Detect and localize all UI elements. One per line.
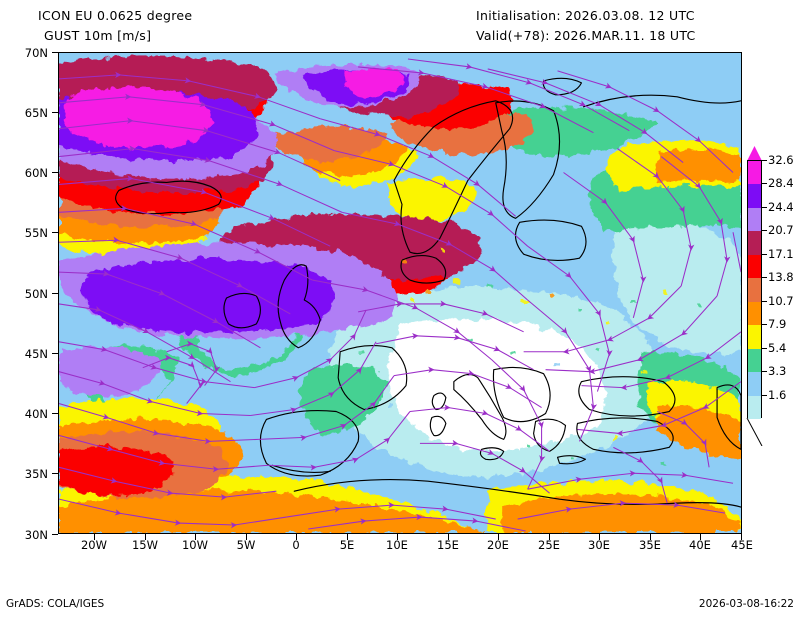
y-axis-tick-mark <box>52 534 58 535</box>
colorbar <box>747 160 762 419</box>
y-axis-tick-mark <box>52 413 58 414</box>
variable-title: GUST 10m [m/s] <box>44 28 152 43</box>
colorbar-tick-label: 20.7 <box>768 223 794 238</box>
x-axis-tick-mark <box>397 534 398 540</box>
colorbar-swatch <box>748 161 761 185</box>
x-axis-tick-label: 10E <box>386 538 408 552</box>
valid-time-label: Valid(+78): 2026.MAR.11. 18 UTC <box>476 28 696 43</box>
colorbar-tick-mark <box>762 324 767 326</box>
x-axis-tick-mark <box>498 534 499 540</box>
x-axis-tick-mark <box>246 534 247 540</box>
y-axis-tick-mark <box>52 172 58 173</box>
x-axis-tick-label: 15E <box>437 538 459 552</box>
y-axis-tick-label: 40N <box>24 407 48 421</box>
y-axis-tick-mark <box>52 52 58 53</box>
initialisation-label: Initialisation: 2026.03.08. 12 UTC <box>476 8 695 23</box>
colorbar-swatch <box>748 254 761 279</box>
colorbar-tick-label: 28.4 <box>768 176 794 191</box>
gust-field-map <box>59 53 741 533</box>
colorbar-tick-label: 13.8 <box>768 270 794 285</box>
x-axis-tick-label: 45E <box>731 538 753 552</box>
footer-timestamp: 2026-03-08-16:22 <box>698 598 794 610</box>
x-axis-tick-mark <box>650 534 651 540</box>
colorbar-tick-mark <box>762 347 767 349</box>
y-axis-tick-mark <box>52 473 58 474</box>
colorbar-swatch <box>748 231 761 255</box>
y-axis-tick-mark <box>52 232 58 233</box>
model-title: ICON EU 0.0625 degree <box>38 8 193 23</box>
x-axis-tick-label: 20E <box>487 538 509 552</box>
colorbar-tick-label: 7.9 <box>768 317 787 332</box>
x-axis-tick-mark <box>448 534 449 540</box>
y-axis-tick-label: 50N <box>24 287 48 301</box>
colorbar-swatch <box>748 301 761 326</box>
x-axis-tick-label: 30E <box>588 538 610 552</box>
colorbar-tick-mark <box>762 160 767 161</box>
y-axis-tick-label: 70N <box>24 46 48 60</box>
y-axis-tick-mark <box>52 353 58 354</box>
x-axis-tick-label: 0 <box>292 538 300 552</box>
colorbar-tick-mark <box>762 183 767 185</box>
colorbar-swatch <box>748 395 761 419</box>
y-axis-tick-mark <box>52 293 58 294</box>
x-axis-tick-mark <box>347 534 348 540</box>
colorbar-tick-label: 17.1 <box>768 246 794 261</box>
x-axis-tick-mark <box>195 534 196 540</box>
colorbar-tick-mark <box>762 253 767 255</box>
colorbar-tick-label: 10.7 <box>768 293 794 308</box>
x-axis-tick-label: 15W <box>131 538 159 552</box>
colorbar-swatch <box>748 184 761 208</box>
footer-credit: GrADS: COLA/IGES <box>6 598 105 610</box>
y-axis-tick-mark <box>52 112 58 113</box>
colorbar-underflow-wedge <box>746 418 763 446</box>
colorbar-tick-label: 32.6 <box>768 153 794 167</box>
y-axis-tick-label: 30N <box>24 528 48 542</box>
x-axis-tick-label: 10W <box>181 538 209 552</box>
colorbar-tick-label: 1.6 <box>768 387 787 402</box>
colorbar-swatch <box>748 325 761 349</box>
x-axis-tick-label: 25E <box>538 538 560 552</box>
y-axis-tick-label: 35N <box>24 467 48 481</box>
colorbar-tick-label: 5.4 <box>768 340 787 355</box>
colorbar-swatch <box>748 278 761 302</box>
x-axis-tick-mark <box>145 534 146 540</box>
x-axis-tick-label: 40E <box>689 538 711 552</box>
colorbar-swatch <box>748 348 761 373</box>
y-axis-tick-label: 60N <box>24 166 48 180</box>
colorbar-swatch <box>748 207 761 232</box>
colorbar-swatch <box>748 372 761 396</box>
x-axis-tick-mark <box>549 534 550 540</box>
colorbar-tick-mark <box>762 206 767 208</box>
x-axis-tick-mark <box>599 534 600 540</box>
map-plot-area[interactable] <box>58 52 742 534</box>
x-axis-tick-mark <box>94 534 95 540</box>
y-axis-tick-label: 45N <box>24 347 48 361</box>
y-axis-tick-label: 55N <box>24 226 48 240</box>
x-axis-tick-label: 5W <box>236 538 256 552</box>
x-axis-tick-label: 5E <box>339 538 355 552</box>
colorbar-overflow-arrow <box>747 146 762 161</box>
y-axis-tick-label: 65N <box>24 106 48 120</box>
x-axis-tick-mark <box>296 534 297 540</box>
colorbar-tick-mark <box>762 230 767 232</box>
colorbar-tick-mark <box>762 300 767 302</box>
colorbar-tick-label: 3.3 <box>768 364 787 379</box>
x-axis-tick-label: 35E <box>639 538 661 552</box>
x-axis-tick-mark <box>700 534 701 540</box>
colorbar-tick-label: 24.4 <box>768 199 794 214</box>
colorbar-tick-mark <box>762 277 767 279</box>
x-axis-tick-label: 20W <box>80 538 108 552</box>
colorbar-tick-mark <box>762 394 767 396</box>
colorbar-tick-mark <box>762 371 767 373</box>
x-axis-tick-mark <box>741 534 742 540</box>
